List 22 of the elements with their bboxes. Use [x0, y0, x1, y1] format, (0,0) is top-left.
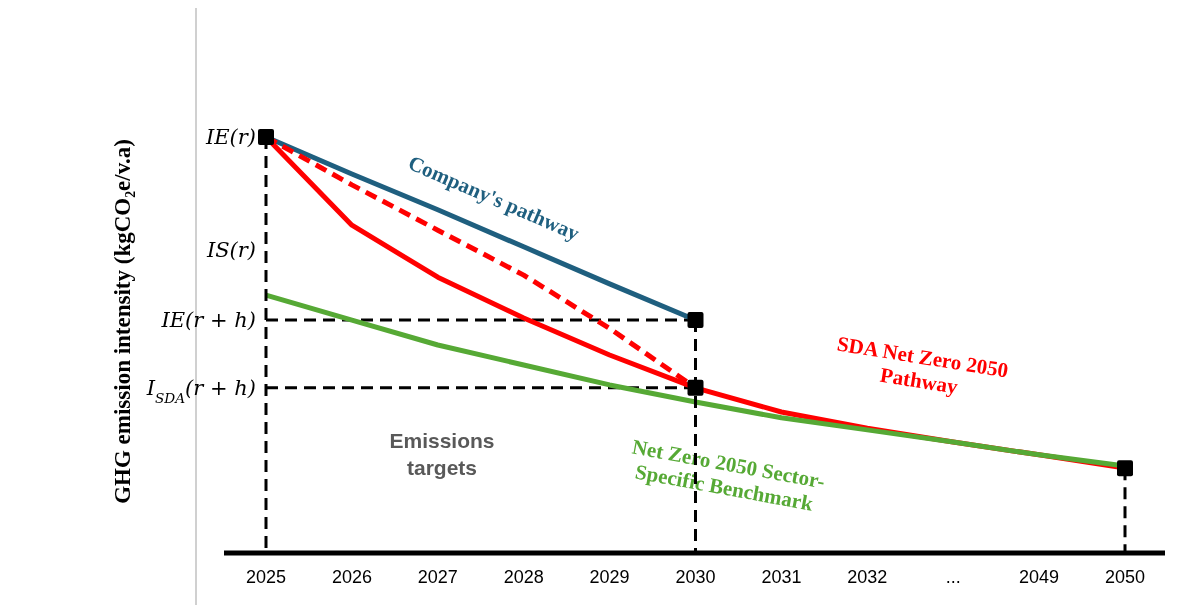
- annotation: IS(r): [205, 238, 256, 263]
- x-tick-label: 2025: [245, 567, 287, 587]
- point: [687, 312, 704, 329]
- x-tick-label: 2030: [675, 567, 716, 587]
- x-tick-label: 2032: [847, 567, 888, 587]
- annotation: Emissions targets: [389, 429, 495, 479]
- ref-line-label: IE(r + h): [160, 308, 256, 333]
- text: SDA Net Zero 2050 Pathway: [835, 331, 1010, 399]
- annotation: IE(r): [204, 125, 256, 150]
- x-tick-label: 2031: [761, 567, 802, 587]
- y-axis-title: GHG emission intensity (kgCO₂e/v.a): [110, 139, 135, 504]
- point: [687, 379, 704, 396]
- x-tick-label: 2027: [417, 567, 458, 587]
- x-tick-label: 2029: [589, 567, 630, 587]
- point: [258, 129, 274, 145]
- x-tick-label: 2028: [503, 567, 544, 587]
- x-tick-label: 2049: [1019, 567, 1060, 587]
- x-tick-label: ...: [945, 567, 961, 587]
- point: [1117, 460, 1133, 477]
- ref-line-label: I$_{SDA}$(r + h): [145, 376, 256, 407]
- x-tick-label: 2026: [331, 567, 372, 587]
- x-tick-label: 2050: [1104, 567, 1146, 587]
